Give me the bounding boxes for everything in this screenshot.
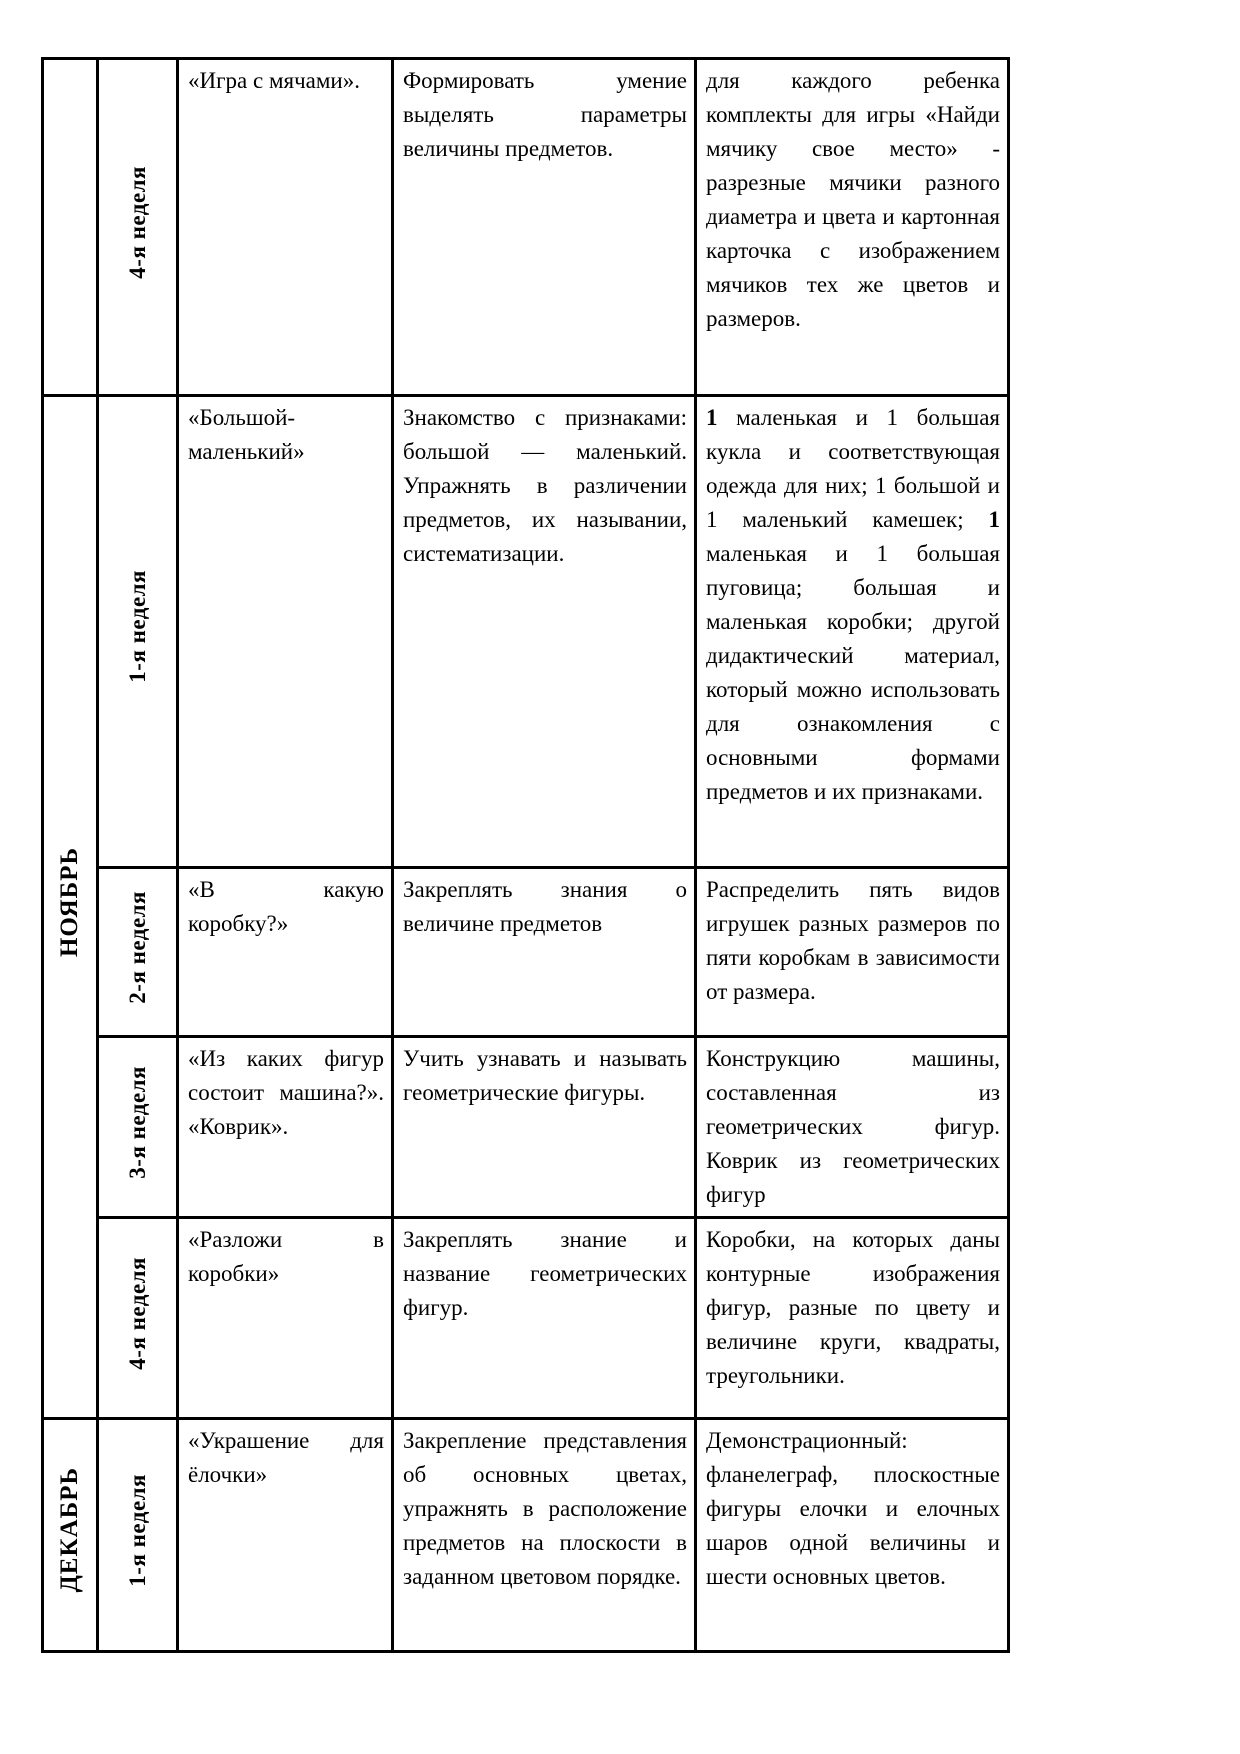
week-label: 1-я неделя	[124, 1473, 150, 1587]
table-row: ДЕКАБРЬ 1-я неделя «Украшение для ёлочки…	[41, 1417, 1010, 1653]
text-run: Коробки, на которых даны контурные изобр…	[706, 1227, 1000, 1388]
week-cell: 1-я неделя	[96, 394, 179, 869]
materials-cell: Конструкцию машины, составленная из геом…	[694, 1035, 1010, 1219]
week-cell: 1-я неделя	[96, 1417, 179, 1653]
activity-name-cell: «Большой-маленький»	[176, 394, 394, 869]
text-run: Распределить пять видов игрушек разных р…	[706, 877, 1000, 1004]
week-label: 3-я неделя	[124, 1065, 150, 1179]
week-cell: 4-я неделя	[96, 1216, 179, 1420]
table-row: 2-я неделя «В какую коробку?» Закреплять…	[43, 866, 1010, 1038]
text-run: маленькая и 1 большая пуговица; большая …	[706, 541, 1000, 804]
text-run: маленькая и 1 большая кукла и соответств…	[706, 405, 1000, 532]
activity-name-cell: «Из каких фигур состоит машина?». «Коври…	[176, 1035, 394, 1219]
goal-cell: Учить узнавать и называть геометрические…	[391, 1035, 697, 1219]
week-cell: 3-я неделя	[96, 1035, 179, 1219]
materials-cell: Демонстрационный: фланелеграф, плоскостн…	[694, 1417, 1010, 1653]
materials-cell: Распределить пять видов игрушек разных р…	[694, 866, 1010, 1038]
month-cell: НОЯБРЬ	[41, 394, 99, 1420]
week-label: 4-я неделя	[124, 165, 150, 279]
month-cell: ДЕКАБРЬ	[41, 1417, 99, 1653]
text-run: для каждого ребенка комплекты для игры «…	[706, 68, 1000, 331]
month-cell	[41, 57, 99, 397]
activity-name-cell: «В какую коробку?»	[176, 866, 394, 1038]
materials-cell: для каждого ребенка комплекты для игры «…	[694, 57, 1010, 397]
table-row: НОЯБРЬ 1-я неделя «Большой-маленький» Зн…	[41, 394, 1010, 1420]
goal-cell: Знакомство с признаками: большой — мален…	[391, 394, 697, 869]
goal-cell: Закреплять знания о величине предметов	[391, 866, 697, 1038]
bold-text-run: 1	[988, 507, 1001, 532]
month-label: ДЕКАБРЬ	[56, 1467, 83, 1593]
activity-name-cell: «Разложи в коробки»	[176, 1216, 394, 1420]
goal-cell: Закреплять знание и название геометричес…	[391, 1216, 697, 1420]
activity-name-cell: «Украшение для ёлочки»	[176, 1417, 394, 1653]
bold-text-run: 1	[706, 405, 718, 430]
goal-cell: Закрепление представления об основных цв…	[391, 1417, 697, 1653]
week-label: 2-я неделя	[124, 890, 150, 1004]
goal-cell: Формировать умение выделять параметры ве…	[391, 57, 697, 397]
materials-cell: 1 маленькая и 1 большая кукла и соответс…	[694, 394, 1010, 869]
table-row: 4-я неделя «Игра с мячами». Формировать …	[41, 57, 1010, 397]
text-run: Конструкцию машины, составленная из геом…	[706, 1046, 1000, 1207]
month-label: НОЯБРЬ	[56, 846, 83, 958]
week-cell: 4-я неделя	[96, 57, 179, 397]
schedule-table: 4-я неделя «Игра с мячами». Формировать …	[41, 57, 1010, 1653]
activity-name-cell: «Игра с мячами».	[176, 57, 394, 397]
table-row: 3-я неделя «Из каких фигур состоит машин…	[43, 1035, 1010, 1219]
week-cell: 2-я неделя	[96, 866, 179, 1038]
table-row: 4-я неделя «Разложи в коробки» Закреплят…	[43, 1216, 1010, 1420]
week-label: 4-я неделя	[124, 1256, 150, 1370]
materials-cell: Коробки, на которых даны контурные изобр…	[694, 1216, 1010, 1420]
week-label: 1-я неделя	[124, 570, 150, 683]
text-run: Демонстрационный: фланелеграф, плоскостн…	[706, 1428, 1000, 1589]
